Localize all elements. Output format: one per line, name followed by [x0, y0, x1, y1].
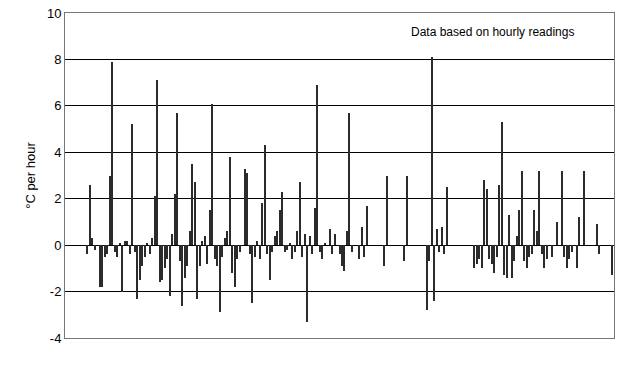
- svg-text:-4: -4: [50, 331, 62, 346]
- svg-text:Data based on hourly readings: Data based on hourly readings: [411, 25, 574, 39]
- svg-text:°C per hour: °C per hour: [23, 142, 38, 209]
- svg-text:-2: -2: [50, 284, 62, 299]
- svg-text:6: 6: [54, 98, 61, 113]
- svg-text:2: 2: [54, 191, 61, 206]
- svg-text:0: 0: [54, 238, 61, 253]
- svg-text:8: 8: [54, 52, 61, 67]
- svg-text:10: 10: [47, 6, 61, 21]
- svg-text:4: 4: [54, 145, 61, 160]
